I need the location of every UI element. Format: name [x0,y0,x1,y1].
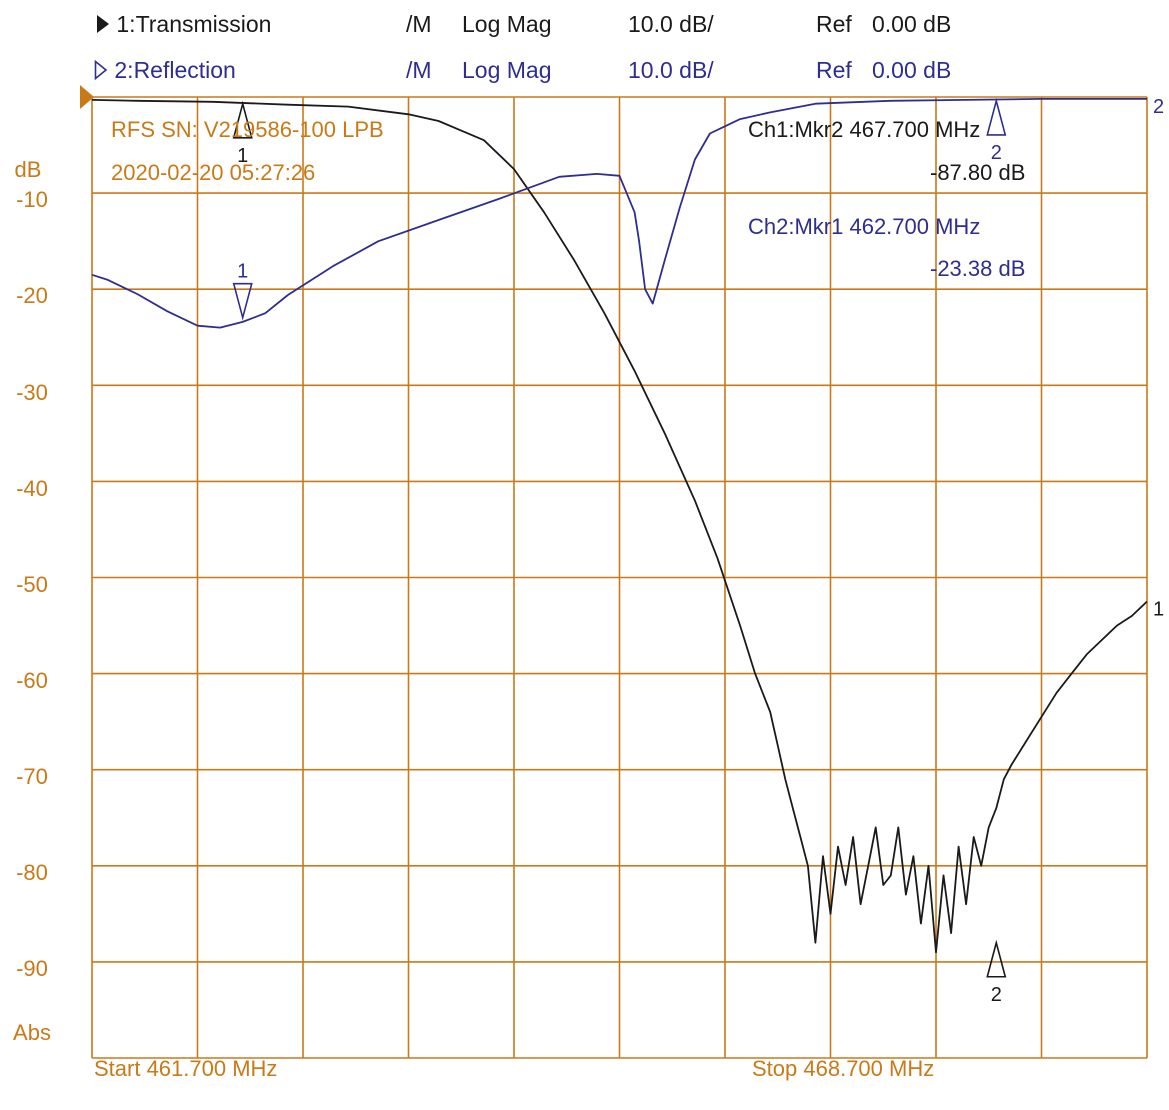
marker-id-label: 1 [237,145,248,167]
marker-id-label: 2 [991,142,1002,164]
y-tick-label: -70 [16,764,48,789]
marker-2-1-icon [232,282,253,321]
markers: 1 2 1 2 [232,97,1007,1006]
ch1-ref-word: Ref [816,11,852,37]
start-frequency-label: Start 461.700 MHz [94,1056,278,1081]
y-unit-label: dB [14,157,42,182]
serial-annotation: RFS SN: V219586-100 LPB [111,117,384,142]
ch2-marker-value: -23.38 dB [930,256,1026,281]
ch1-label[interactable]: 1:Transmission [116,11,272,37]
ch2-format: /M [406,57,432,83]
reference-level-pointer-icon [80,85,94,109]
ch1-scale: 10.0 dB/ [628,11,714,37]
ch2-ref-value: 0.00 dB [872,57,952,83]
abs-label: Abs [13,1020,51,1045]
ch2-pointer-icon [94,57,114,83]
ch2-label[interactable]: 2:Reflection [114,57,236,83]
trace-labels: 12 [1153,96,1164,621]
ch2-marker-readout: Ch2:Mkr1 462.700 MHz [748,214,981,239]
y-tick-label: -50 [16,572,48,597]
trace-end-label: 2 [1153,96,1164,118]
y-tick-label: -80 [16,860,48,885]
y-tick-label: -90 [16,956,48,981]
marker-id-label: 2 [991,984,1002,1006]
marker-1-2-icon [986,939,1007,978]
ch1-header: 1:Transmission [96,11,271,38]
ch2-scale: 10.0 dB/ [628,57,714,83]
y-tick-label: -60 [16,668,48,693]
marker-1-1-icon [232,100,253,139]
marker-2-2-icon [986,97,1007,136]
ch1-mode: Log Mag [462,11,552,37]
ch1-marker-value: -87.80 dB [930,160,1026,185]
traces [91,98,1148,954]
ch1-ref-value: 0.00 dB [872,11,952,37]
ch1-marker-readout: Ch1:Mkr2 467.700 MHz [748,117,981,142]
y-tick-label: -30 [16,380,48,405]
transmission-trace [91,99,1148,954]
stop-frequency-label: Stop 468.700 MHz [752,1056,935,1081]
ch2-mode: Log Mag [462,57,552,83]
y-tick-label: -10 [16,187,48,212]
grid [91,96,1148,1059]
y-tick-label: -20 [16,283,48,308]
trace-end-label: 1 [1153,599,1164,621]
ch2-ref-word: Ref [816,57,852,83]
marker-id-label: 1 [237,261,248,283]
reflection-trace [91,98,1147,329]
datetime-annotation: 2020-02-20 05:27:26 [111,160,316,185]
ch2-header: 2:Reflection [94,57,236,84]
ch1-active-pointer-icon [96,11,116,37]
y-tick-label: -40 [16,476,48,501]
ch1-format: /M [406,11,432,37]
